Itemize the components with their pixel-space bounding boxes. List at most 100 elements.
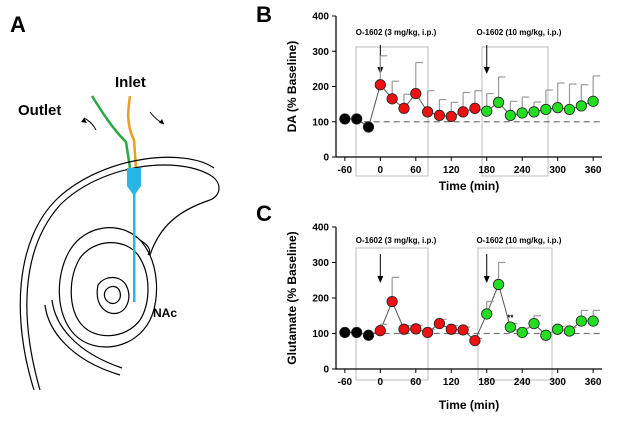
y-tick-label: 200	[312, 294, 329, 305]
y-tick-label: 300	[312, 258, 329, 269]
data-point	[540, 329, 552, 341]
x-tick-label: -60	[338, 377, 353, 388]
x-tick-label: 0	[378, 377, 384, 388]
data-point	[552, 323, 564, 335]
data-point	[410, 87, 422, 100]
x-tick-label: 360	[585, 377, 602, 388]
data-point	[552, 102, 564, 114]
data-point	[422, 326, 434, 339]
data-point	[410, 323, 422, 335]
data-point	[587, 95, 599, 107]
data-point	[587, 315, 599, 327]
data-point	[351, 326, 363, 339]
data-point	[540, 103, 552, 116]
y-tick-label: 200	[312, 82, 329, 93]
treatment-window-box	[477, 247, 553, 381]
flow-arrow-inlet	[149, 111, 165, 125]
inlet-label: Inlet	[115, 74, 146, 91]
data-point	[433, 317, 446, 330]
data-point	[504, 109, 516, 122]
x-tick-label: 60	[410, 165, 422, 176]
dose-annotation: O-1602 (3 mg/kg, i.p.)	[356, 236, 437, 245]
panel-label-a: A	[10, 12, 26, 37]
data-point	[469, 334, 481, 347]
x-tick-label: -60	[338, 165, 353, 176]
data-point	[422, 106, 434, 118]
data-point	[362, 121, 375, 133]
x-tick-label: 300	[549, 165, 566, 176]
injection-arrow-head	[483, 276, 490, 283]
data-point	[374, 79, 386, 91]
x-tick-label: 240	[514, 377, 531, 388]
x-tick-label: 120	[443, 165, 460, 176]
nac-label: NAc	[153, 306, 177, 320]
series-connector-line	[344, 83, 594, 128]
data-point	[433, 109, 446, 122]
data-point	[374, 325, 386, 337]
significance-marker: **	[507, 314, 514, 323]
data-point	[528, 317, 540, 330]
data-point	[398, 323, 410, 335]
x-tick-label: 60	[410, 377, 422, 388]
inlet-tube	[127, 95, 138, 169]
data-point	[339, 326, 351, 339]
data-point	[469, 102, 481, 114]
data-point	[516, 326, 528, 339]
y-tick-label: 0	[323, 365, 329, 376]
data-point	[362, 329, 375, 341]
microdialysis-probe	[127, 168, 141, 302]
data-point	[528, 106, 540, 118]
x-tick-label: 180	[478, 377, 495, 388]
x-tick-label: 120	[443, 377, 460, 388]
panel-label-c: C	[256, 201, 272, 226]
data-point	[445, 110, 457, 123]
x-tick-label: 180	[478, 165, 495, 176]
y-axis-title: DA (% Baseline)	[285, 41, 299, 133]
dose-annotation: O-1602 (3 mg/kg, i.p.)	[356, 28, 437, 37]
data-point	[492, 96, 505, 108]
data-point	[516, 107, 528, 119]
data-point	[457, 324, 469, 336]
data-point	[339, 113, 351, 125]
x-axis-title: Time (min)	[439, 179, 499, 193]
flow-arrow-outlet	[81, 117, 97, 131]
data-point	[457, 106, 469, 118]
data-point	[398, 102, 410, 114]
data-point	[563, 103, 576, 116]
y-tick-label: 0	[323, 153, 329, 164]
data-point	[492, 278, 505, 291]
data-point	[504, 321, 516, 333]
x-tick-label: 0	[378, 165, 384, 176]
chart-dopamine: 0 100 200 300 400 -60 0 60 120 180 240 300 360 Time (…	[285, 12, 602, 193]
panel-label-b: B	[256, 2, 272, 27]
y-axis-title: Glutamate (% Baseline)	[285, 231, 299, 364]
chart-glutamate: 0 100 200 300 400 -60 0 60 120 180 240 300 360 Time (…	[285, 223, 602, 412]
x-tick-label: 240	[514, 165, 531, 176]
y-tick-label: 100	[312, 117, 329, 128]
treatment-window-box	[355, 247, 429, 381]
injection-arrow-head	[483, 67, 490, 74]
brain-outline	[19, 156, 220, 391]
y-tick-label: 100	[312, 329, 329, 340]
data-point	[563, 325, 576, 337]
x-axis-title: Time (min)	[439, 398, 499, 412]
outlet-tube	[90, 95, 132, 169]
injection-arrow-head	[377, 276, 384, 283]
data-point	[575, 315, 587, 327]
data-point	[445, 323, 457, 335]
data-point	[481, 105, 493, 117]
dose-annotation: O-1602 (10 mg/kg, i.p.)	[477, 28, 562, 37]
outlet-label: Outlet	[18, 102, 61, 119]
y-tick-label: 300	[312, 47, 329, 58]
x-tick-label: 360	[585, 165, 602, 176]
data-point	[481, 308, 493, 320]
y-tick-label: 400	[312, 223, 329, 234]
x-tick-label: 300	[549, 377, 566, 388]
data-point	[575, 100, 587, 112]
data-point	[351, 113, 363, 125]
y-tick-label: 400	[312, 12, 329, 23]
data-point	[386, 93, 398, 105]
data-point	[386, 295, 398, 308]
dose-annotation: O-1602 (10 mg/kg, i.p.)	[477, 236, 562, 245]
